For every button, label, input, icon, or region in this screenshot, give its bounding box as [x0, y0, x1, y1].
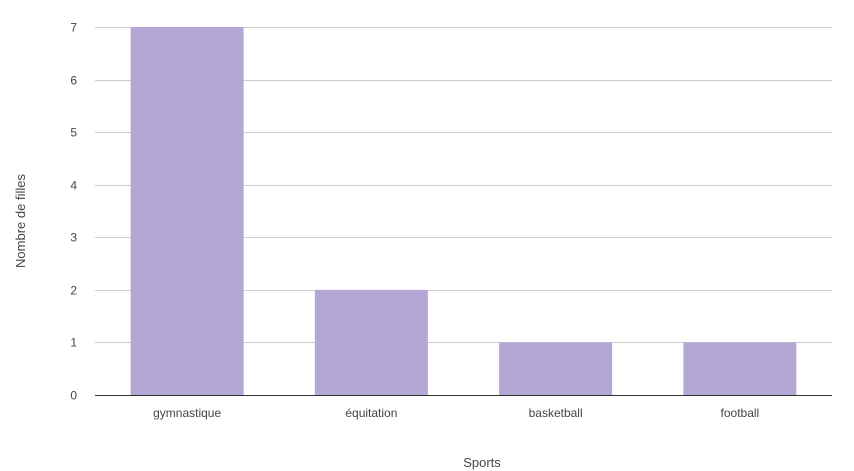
- y-tick-label: 7: [70, 21, 77, 35]
- y-tick-label: 5: [70, 126, 77, 140]
- y-tick-label: 0: [70, 389, 77, 403]
- bar-3: [499, 342, 613, 395]
- bars: [130, 27, 797, 395]
- x-tick-label: gymnastique: [153, 406, 221, 420]
- y-axis-title: Nombre de filles: [13, 174, 28, 268]
- bar-2: [314, 289, 428, 395]
- x-tick-label: équitation: [345, 406, 397, 420]
- bar-4: [683, 342, 797, 395]
- y-tick-label: 3: [70, 231, 77, 245]
- x-tick-label: football: [721, 406, 760, 420]
- y-tick-label: 6: [70, 74, 77, 88]
- y-tick-labels: 0 1 2 3 4 5 6 7: [70, 21, 77, 403]
- bar-1: [130, 27, 244, 395]
- y-tick-label: 1: [70, 336, 77, 350]
- y-tick-label: 2: [70, 284, 77, 298]
- x-tick-labels: gymnastique équitation basketball football: [153, 406, 759, 420]
- x-tick-label: basketball: [529, 406, 583, 420]
- x-axis-title: Sports: [463, 455, 501, 470]
- y-tick-label: 4: [70, 179, 77, 193]
